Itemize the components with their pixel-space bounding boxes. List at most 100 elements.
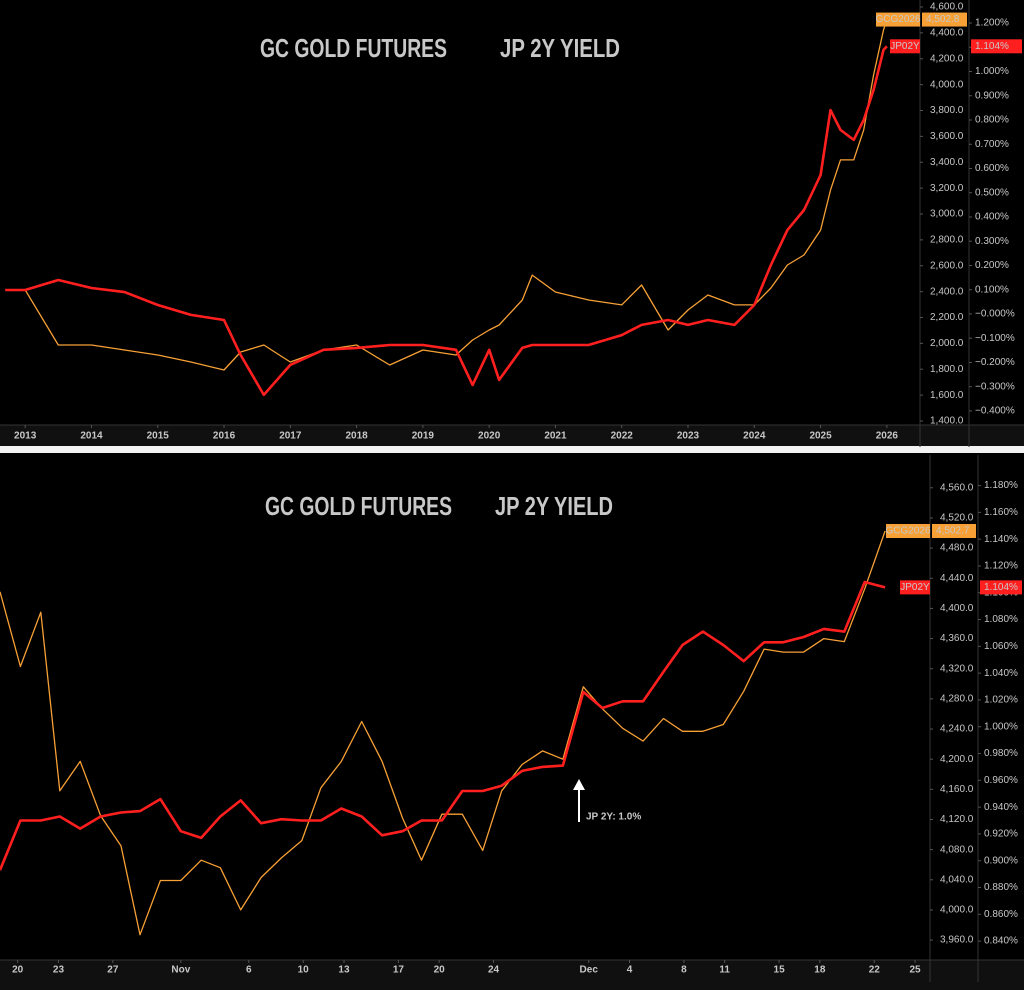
x-tick-label: 2015 — [147, 431, 170, 442]
y2-tick-label: 1.000% — [984, 721, 1018, 732]
y-tick-label: 3,800.0 — [930, 105, 964, 116]
price-tag-value: 4,502.7 — [936, 526, 970, 537]
legend-title: JP 2Y YIELD — [500, 33, 620, 63]
y-tick-label: 1,600.0 — [930, 390, 964, 401]
y-tick-label: 4,400.0 — [930, 28, 964, 39]
y-tick-label: 4,000.0 — [940, 905, 974, 916]
x-tick-label: 25 — [909, 965, 921, 976]
x-tick-label: Dec — [580, 965, 599, 976]
y-tick-label: 4,600.0 — [930, 2, 964, 13]
x-tick-label: 2013 — [14, 431, 37, 442]
price-tag-name: GCG2026 — [875, 14, 920, 25]
y-tick-label: 4,480.0 — [940, 543, 974, 554]
y-tick-label: 2,000.0 — [930, 338, 964, 349]
price-tag-value-box — [971, 39, 1022, 54]
y2-tick-label: 0.400% — [975, 212, 1009, 223]
y2-tick-label: 1.160% — [984, 507, 1018, 518]
price-tag — [900, 580, 930, 595]
y-tick-label: 2,200.0 — [930, 312, 964, 323]
series-line — [5, 45, 888, 397]
price-tag-name: JP02Y — [890, 41, 920, 52]
x-axis-band — [0, 425, 1024, 446]
y2-tick-label: −0.300% — [975, 381, 1015, 392]
price-tag — [876, 12, 920, 27]
y-tick-label: 4,520.0 — [940, 513, 974, 524]
y-tick-label: 3,600.0 — [930, 131, 964, 142]
y2-tick-label: −0.000% — [975, 309, 1015, 320]
x-tick-label: 11 — [719, 965, 730, 976]
x-tick-label: 2021 — [544, 431, 567, 442]
y2-tick-label: 0.880% — [984, 882, 1018, 893]
y-tick-label: 1,400.0 — [930, 416, 964, 427]
x-tick-label: 2026 — [876, 431, 899, 442]
y-tick-label: 4,560.0 — [940, 482, 974, 493]
y2-tick-label: 1.080% — [984, 614, 1018, 625]
y2-tick-label: 0.300% — [975, 236, 1009, 247]
y2-tick-label: 1.180% — [984, 480, 1018, 491]
y2-tick-label: 0.700% — [975, 139, 1009, 150]
x-tick-label: 20 — [12, 965, 24, 976]
x-tick-label: 18 — [814, 965, 826, 976]
y2-tick-label: −0.400% — [975, 406, 1015, 417]
x-tick-label: 6 — [246, 965, 252, 976]
y2-tick-label: −0.100% — [975, 333, 1015, 344]
series-line — [0, 580, 886, 871]
y-tick-label: 4,200.0 — [940, 754, 974, 765]
y2-tick-label: 1.200% — [975, 18, 1009, 29]
y2-tick-label: 1.040% — [984, 668, 1018, 679]
y-tick-label: 4,400.0 — [940, 603, 974, 614]
y2-tick-label: 0.500% — [975, 187, 1009, 198]
y-tick-label: 4,440.0 — [940, 573, 974, 584]
legend-title: JP 2Y YIELD — [495, 491, 613, 521]
x-tick-label: 2023 — [677, 431, 700, 442]
x-tick-label: 2020 — [478, 431, 501, 442]
price-tag-value: 1.104% — [975, 41, 1009, 52]
y-tick-label: 4,040.0 — [940, 874, 974, 885]
annotation: JP 2Y: 1.0% — [586, 812, 641, 823]
y2-tick-label: 0.900% — [975, 90, 1009, 101]
y-tick-label: 3,400.0 — [930, 157, 964, 168]
y2-tick-label: 0.940% — [984, 802, 1018, 813]
y-tick-label: 2,400.0 — [930, 286, 964, 297]
y2-tick-label: 1.000% — [975, 66, 1009, 77]
y2-tick-label: 1.020% — [984, 695, 1018, 706]
x-tick-label: 2019 — [412, 431, 435, 442]
x-tick-label: Nov — [171, 965, 190, 976]
y-tick-label: 4,120.0 — [940, 814, 974, 825]
y2-tick-label: 1.060% — [984, 641, 1018, 652]
x-tick-label: 17 — [393, 965, 405, 976]
price-tag-name: JP02Y — [900, 582, 930, 593]
x-tick-label: 15 — [774, 965, 786, 976]
x-tick-label: 20 — [434, 965, 446, 976]
y2-tick-label: 0.920% — [984, 829, 1018, 840]
series-line — [0, 530, 886, 936]
x-tick-label: 2025 — [809, 431, 832, 442]
x-tick-label: 4 — [627, 965, 633, 976]
y2-tick-label: 0.980% — [984, 748, 1018, 759]
x-tick-label: 24 — [488, 965, 500, 976]
y2-tick-label: 0.600% — [975, 163, 1009, 174]
y-tick-label: 4,240.0 — [940, 724, 974, 735]
y-tick-label: 4,000.0 — [930, 79, 964, 90]
price-tag-value-box — [980, 580, 1022, 595]
x-tick-label: 2024 — [743, 431, 766, 442]
y-tick-label: 2,600.0 — [930, 260, 964, 271]
price-tag-value-box — [922, 12, 967, 27]
y2-tick-label: 0.800% — [975, 115, 1009, 126]
price-tag-value: 1.104% — [984, 582, 1018, 593]
y2-tick-label: −0.200% — [975, 357, 1015, 368]
price-tag-value-box — [932, 523, 976, 538]
y-tick-label: 3,000.0 — [930, 209, 964, 220]
annotation-arrowhead — [573, 779, 585, 790]
price-tag — [886, 523, 930, 538]
x-tick-label: 2014 — [80, 431, 103, 442]
x-tick-label: 13 — [338, 965, 350, 976]
legend-title: GC GOLD FUTURES — [265, 491, 452, 521]
y2-tick-label: 1.120% — [984, 561, 1018, 572]
y2-tick-label: 0.860% — [984, 909, 1018, 920]
x-tick-label: 8 — [681, 965, 687, 976]
x-tick-label: 2022 — [611, 431, 634, 442]
y2-tick-label: 0.200% — [975, 260, 1009, 271]
x-tick-label: 23 — [53, 965, 65, 976]
